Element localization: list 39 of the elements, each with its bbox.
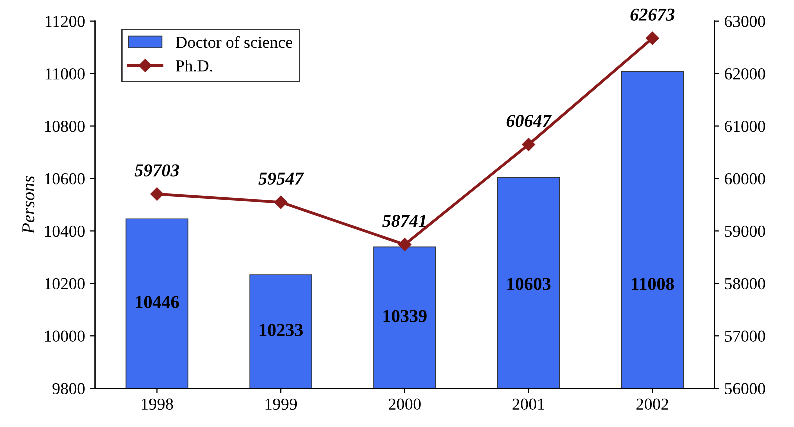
y-tick-label: 10000 — [45, 330, 85, 342]
y-tick-label: 9800 — [52, 383, 85, 395]
y2-tick-label: 59000 — [725, 226, 766, 238]
data-label: 58741 — [382, 215, 426, 228]
y2-tick-label: 60000 — [725, 173, 766, 185]
x-tick-label: 1998 — [142, 398, 174, 410]
x-tick-label: 2001 — [512, 398, 544, 410]
point — [522, 138, 536, 152]
y2-tick-label: 61000 — [725, 120, 766, 132]
data-label: 59703 — [134, 164, 180, 177]
y-tick-label: 10800 — [45, 120, 85, 132]
legend-label: Ph.D. — [176, 60, 212, 72]
data-label: 10339 — [384, 310, 427, 322]
data-label: 10446 — [136, 296, 180, 308]
y-axis-title: Persons — [22, 176, 35, 234]
y-tick-label: 11000 — [46, 68, 85, 80]
data-label: 11008 — [632, 278, 674, 290]
legend-label: Doctor of science — [176, 36, 292, 48]
y-tick-label: 11200 — [46, 16, 85, 28]
point — [398, 238, 412, 252]
y-tick-label: 10400 — [45, 226, 85, 238]
data-label: 59547 — [258, 172, 304, 185]
point — [646, 32, 660, 46]
y-tick-label: 10600 — [45, 173, 85, 185]
x-tick-label: 1999 — [266, 398, 298, 410]
y-tick-label: 10200 — [45, 278, 85, 290]
y2-tick-label: 58000 — [725, 278, 766, 290]
point — [274, 196, 288, 210]
data-label: 10233 — [260, 324, 304, 336]
data-label: 62673 — [630, 8, 675, 21]
data-label: 60647 — [506, 115, 552, 128]
point — [150, 188, 164, 201]
data-label: 10603 — [508, 278, 551, 290]
x-tick-label: 2002 — [636, 398, 668, 410]
y2-tick-label: 62000 — [725, 68, 766, 80]
x-tick-label: 2000 — [389, 398, 421, 410]
y2-tick-label: 57000 — [725, 330, 766, 342]
y2-tick-label: 63000 — [725, 16, 766, 28]
y2-tick-label: 56000 — [725, 383, 766, 395]
